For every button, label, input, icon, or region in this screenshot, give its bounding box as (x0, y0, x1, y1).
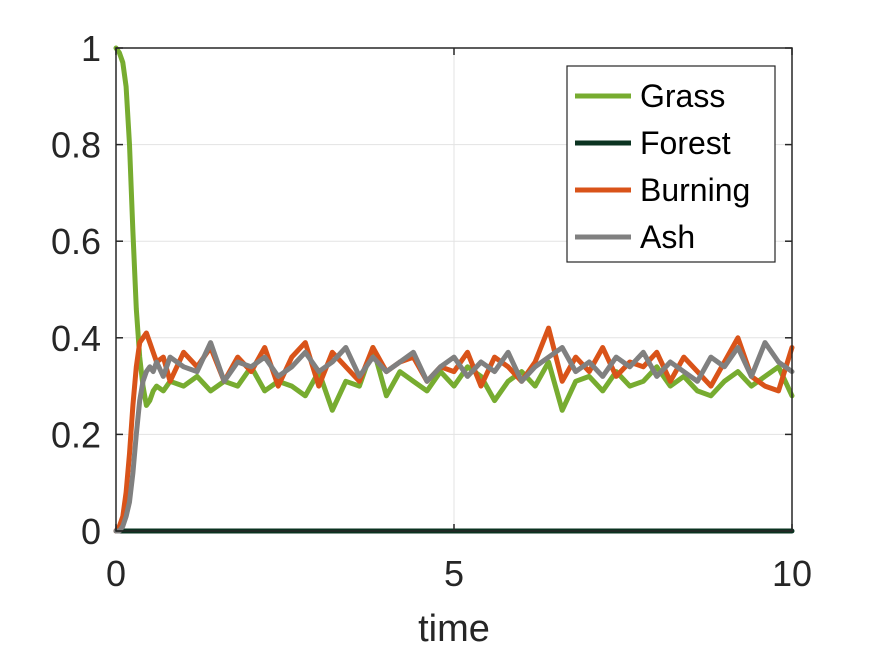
legend-box (566, 65, 776, 263)
axis-ticks: 0 5 10 0 0.2 0.4 0.6 0.8 1 (51, 28, 812, 594)
legend: Grass Forest Burning Ash (566, 65, 776, 263)
x-tick-label: 5 (444, 553, 464, 594)
series-line-ash (113, 340, 795, 534)
y-tick-label: 0 (81, 511, 101, 552)
y-tick-label: 0.8 (51, 125, 101, 166)
series-line-grass (113, 45, 795, 413)
legend-label-grass: Grass (640, 78, 725, 114)
y-tick-label: 0.2 (51, 414, 101, 455)
legend-label-burning: Burning (640, 172, 750, 208)
x-tick-label: 0 (106, 553, 126, 594)
legend-label-ash: Ash (640, 219, 695, 255)
y-tick-label: 0.6 (51, 221, 101, 262)
y-tick-label: 0.4 (51, 318, 101, 359)
legend-label-forest: Forest (640, 125, 731, 161)
x-axis-label: time (418, 608, 490, 650)
y-tick-label: 1 (81, 28, 101, 69)
x-tick-label: 10 (772, 553, 812, 594)
